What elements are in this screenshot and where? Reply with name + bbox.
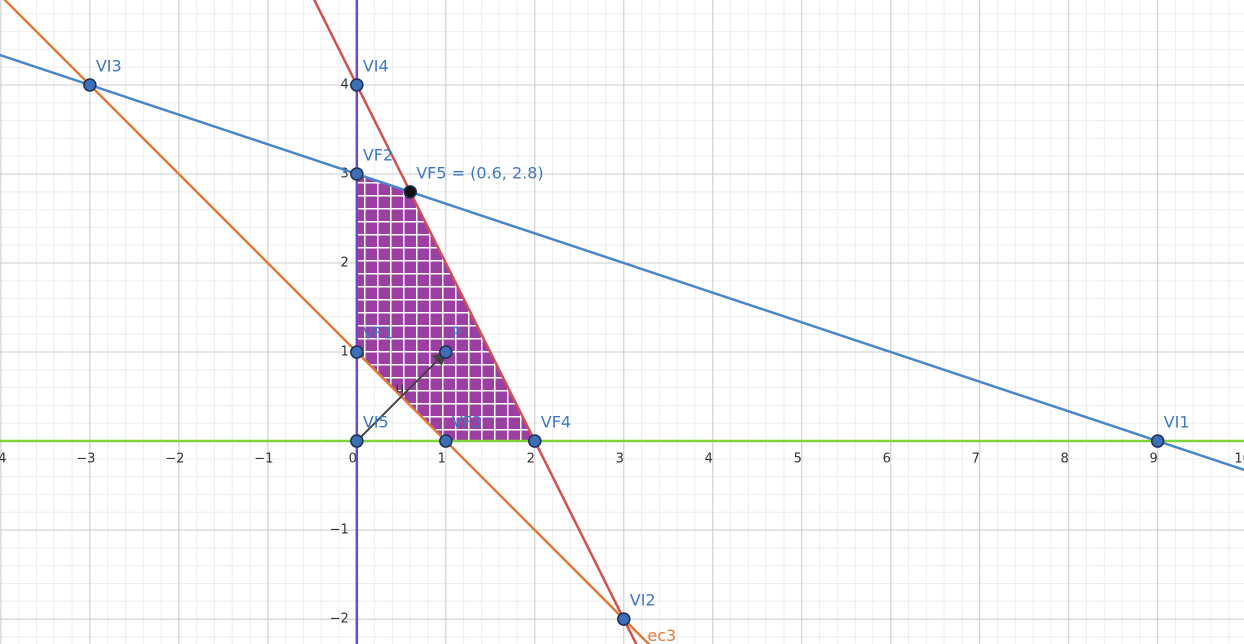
- point: [350, 345, 364, 359]
- y-tick-label: −1: [330, 523, 349, 538]
- x-tick-label: 6: [883, 452, 891, 467]
- point-label: VI3: [96, 57, 122, 76]
- feasible-region: [356, 174, 535, 442]
- y-tick-label: 3: [341, 167, 349, 182]
- point-label: VF2: [363, 146, 393, 165]
- point-label: VI1: [1164, 413, 1190, 432]
- point: [350, 434, 364, 448]
- point-label: VF1: [363, 324, 393, 343]
- point-label: VF3: [452, 413, 482, 432]
- point: [350, 78, 364, 92]
- x-tick-label: 5: [794, 452, 802, 467]
- x-tick-label: 1: [438, 452, 446, 467]
- point: [439, 434, 453, 448]
- point: [350, 167, 364, 181]
- y-tick-label: 4: [341, 78, 349, 93]
- point: [439, 345, 453, 359]
- vector: [356, 351, 447, 442]
- line: [0, 53, 1244, 472]
- y-tick-label: 5: [341, 0, 349, 3]
- x-tick-label: 9: [1150, 452, 1158, 467]
- y-tick-label: −2: [330, 612, 349, 627]
- x-tick-label: −1: [254, 452, 273, 467]
- x-tick-label: −2: [165, 452, 184, 467]
- point-label: VF4: [541, 413, 571, 432]
- y-tick-label: 2: [341, 256, 349, 271]
- x-tick-label: 2: [527, 452, 535, 467]
- x-tick-label: 4: [705, 452, 713, 467]
- point: [617, 612, 631, 626]
- point-label: VF5 = (0.6, 2.8): [416, 163, 543, 182]
- point-label: P: [452, 324, 462, 343]
- x-tick-label: 0: [349, 452, 357, 467]
- x-tick-label: −4: [0, 452, 6, 467]
- x-tick-label: 3: [616, 452, 624, 467]
- point-label: VI2: [630, 591, 656, 610]
- point: [403, 185, 417, 199]
- point-label: VI4: [363, 57, 389, 76]
- x-tick-label: 10: [1234, 452, 1244, 467]
- point: [1150, 434, 1165, 448]
- y-tick-label: 1: [341, 345, 349, 360]
- vector-label: u: [395, 381, 404, 397]
- point: [528, 434, 542, 448]
- line-label: ec3: [647, 626, 676, 644]
- x-tick-label: −3: [76, 452, 95, 467]
- point-label: VI5: [363, 413, 389, 432]
- point: [83, 78, 97, 92]
- x-tick-label: 7: [972, 452, 980, 467]
- x-tick-label: 8: [1061, 452, 1069, 467]
